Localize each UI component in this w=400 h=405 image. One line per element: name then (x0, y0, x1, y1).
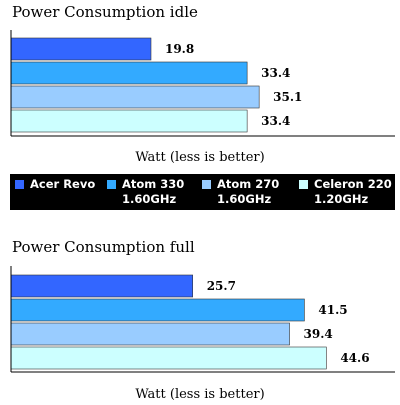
bar-celeron-220 (10, 346, 327, 370)
chart-legend: Acer Revo Atom 330 1.60GHz Atom 270 1.60GH… (10, 174, 395, 210)
bar-value-label: 33.4 (261, 66, 290, 80)
bar-value-label: 44.6 (340, 351, 369, 365)
bar-atom-330 (10, 61, 248, 85)
chart-full-x-label: Watt (less is better) (135, 387, 264, 402)
bar-acer-revo (10, 37, 152, 61)
bar-acer-revo (10, 274, 193, 298)
chart-full-bars: 25.7 41.5 39.4 44.6 (10, 274, 370, 370)
bar-value-label: 19.8 (165, 42, 194, 56)
legend-swatch-acer-revo (15, 180, 24, 189)
bar-atom-270 (10, 85, 260, 109)
legend-item-atom-270: Atom 270 1.60GHz (202, 174, 299, 207)
chart-idle: Power Consumption idle 19.833.435.133.4 … (10, 3, 395, 165)
legend-label-line2: 1.60GHz (122, 192, 177, 206)
legend-label-line1: Atom 270 (217, 177, 280, 191)
chart-idle-title: Power Consumption idle (12, 3, 198, 21)
legend-item-atom-330: Atom 330 1.60GHz (107, 174, 202, 207)
legend-label-line1: Atom 330 (122, 177, 185, 191)
bar-atom-330 (10, 298, 305, 322)
bar-value-label: 35.1 (273, 90, 302, 104)
bar-value-label: 39.4 (304, 327, 333, 341)
legend-swatch-celeron-220 (299, 180, 308, 189)
bar-value-label: 33.4 (261, 114, 290, 128)
chart-full: Power Consumption full 25.741.539.444.6 … (10, 238, 395, 402)
chart-idle-x-label: Watt (less is better) (135, 150, 264, 165)
legend-label-line2: 1.20GHz (314, 192, 369, 206)
legend-label-line1: Acer Revo (30, 177, 96, 191)
legend-swatch-atom-270 (202, 180, 211, 189)
bar-value-label: 25.7 (207, 279, 236, 293)
bar-atom-270 (10, 322, 290, 346)
chart-idle-bars: 19.8 33.4 35.1 33.4 (10, 37, 302, 133)
bar-celeron-220 (10, 109, 248, 133)
legend-label-line2: 1.60GHz (217, 192, 272, 206)
bar-value-label: 41.5 (318, 303, 347, 317)
legend-label-line1: Celeron 220 (314, 177, 392, 191)
legend-swatch-atom-330 (107, 180, 116, 189)
legend-item-acer-revo: Acer Revo (10, 174, 107, 192)
chart-full-title: Power Consumption full (12, 238, 195, 256)
legend-item-celeron-220: Celeron 220 1.20GHz (299, 174, 395, 207)
